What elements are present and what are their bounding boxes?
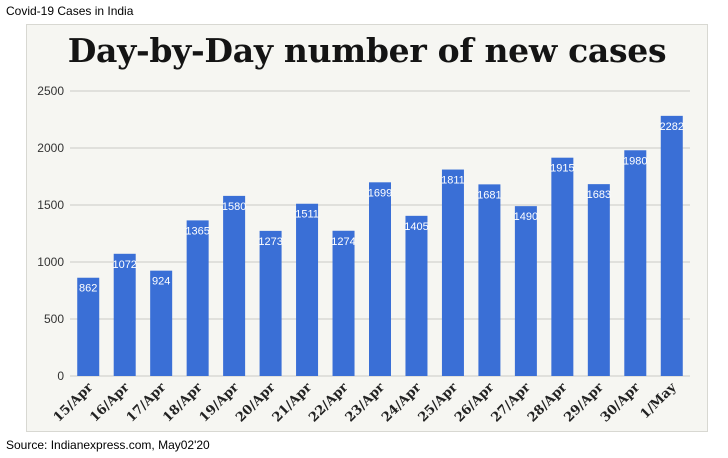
x-tick-label: 18/Apr (160, 380, 205, 425)
x-tick-label: 15/Apr (51, 380, 96, 425)
bar (77, 277, 100, 376)
x-tick-label: 27/Apr (489, 380, 534, 425)
data-label: 1683 (587, 189, 611, 201)
y-tick-label: 1000 (37, 255, 64, 269)
x-tick-label: 22/Apr (306, 380, 351, 425)
x-tick-label: 16/Apr (87, 380, 132, 425)
x-tick-label: 28/Apr (525, 380, 570, 425)
data-label: 1490 (514, 211, 538, 223)
bar (441, 169, 464, 376)
bar (478, 184, 501, 376)
data-label: 1274 (331, 236, 355, 248)
x-tick-label: 23/Apr (343, 380, 388, 425)
bar (405, 215, 428, 376)
data-label: 1580 (222, 201, 246, 213)
x-tick-label: 30/Apr (598, 380, 643, 425)
data-label: 924 (152, 276, 170, 288)
data-label: 1980 (623, 155, 647, 167)
data-label: 1681 (477, 189, 501, 201)
x-tick-label: 17/Apr (124, 380, 169, 425)
data-label: 1273 (258, 236, 282, 248)
bar (259, 230, 282, 376)
bar (150, 270, 173, 376)
x-tick-label: 24/Apr (379, 380, 424, 425)
bar (369, 182, 391, 376)
y-tick-label: 1500 (37, 198, 64, 212)
x-tick-label: 26/Apr (452, 380, 497, 425)
chart-header: Covid-19 Cases in India (6, 4, 134, 18)
x-tick-label: 29/Apr (561, 380, 606, 425)
data-label: 1365 (185, 225, 209, 237)
data-label: 1511 (295, 209, 319, 221)
x-tick-label: 19/Apr (197, 380, 242, 425)
y-tick-label: 2500 (37, 84, 64, 98)
bar (514, 206, 537, 376)
data-label: 1811 (441, 175, 465, 187)
data-label: 1915 (550, 163, 574, 175)
bar (296, 203, 319, 376)
data-label: 1072 (112, 259, 136, 271)
bar (587, 184, 610, 376)
data-label: 1699 (368, 187, 392, 199)
data-label: 862 (79, 283, 97, 295)
y-tick-label: 500 (44, 312, 64, 326)
x-tick-label: 1/May (638, 380, 680, 422)
bar (223, 195, 246, 376)
source-note: Source: Indianexpress.com, May02'20 (6, 438, 210, 452)
chart-title: Day-by-Day number of new cases (67, 31, 667, 70)
x-tick-label: 21/Apr (270, 380, 315, 425)
bar (551, 157, 574, 376)
bar (186, 220, 209, 376)
y-tick-label: 0 (57, 369, 64, 383)
data-label: 2282 (660, 121, 684, 133)
x-tick-label: 25/Apr (416, 380, 461, 425)
x-tick-label: 20/Apr (233, 380, 278, 425)
y-tick-label: 2000 (37, 141, 64, 155)
bar (332, 230, 355, 376)
bar (660, 115, 683, 377)
data-label: 1405 (404, 221, 428, 233)
bar (113, 253, 136, 376)
bar (624, 150, 647, 376)
